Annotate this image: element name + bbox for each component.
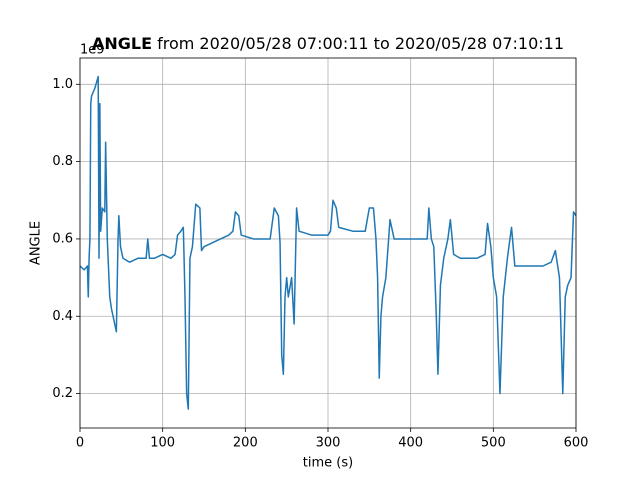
x-tick-label: 300 [316,436,341,451]
x-tick-label: 400 [398,436,423,451]
y-axis-label: ANGLE [29,221,44,265]
x-tick-label: 500 [481,436,506,451]
title-bold: ANGLE [92,34,152,53]
title-text: from 2020/05/28 07:00:11 to 2020/05/28 0… [157,34,564,53]
x-tick-label: 0 [76,436,84,451]
y-tick-label: 0.4 [52,309,73,324]
plot-frame [79,57,577,429]
chart-title: ANGLE from 2020/05/28 07:00:11 to 2020/0… [92,34,564,53]
y-tick-label: 1.0 [52,77,73,92]
y-tick-label: 0.6 [52,231,73,246]
y-tick-label: 0.8 [52,154,73,169]
data-line [79,75,577,410]
y-tick-label: 0.2 [52,386,73,401]
y-offset-label: 1e9 [80,43,105,58]
x-tick-label: 100 [150,436,175,451]
x-axis-label: time (s) [303,456,353,471]
x-tick-label: 600 [564,436,589,451]
x-tick-label: 200 [233,436,258,451]
